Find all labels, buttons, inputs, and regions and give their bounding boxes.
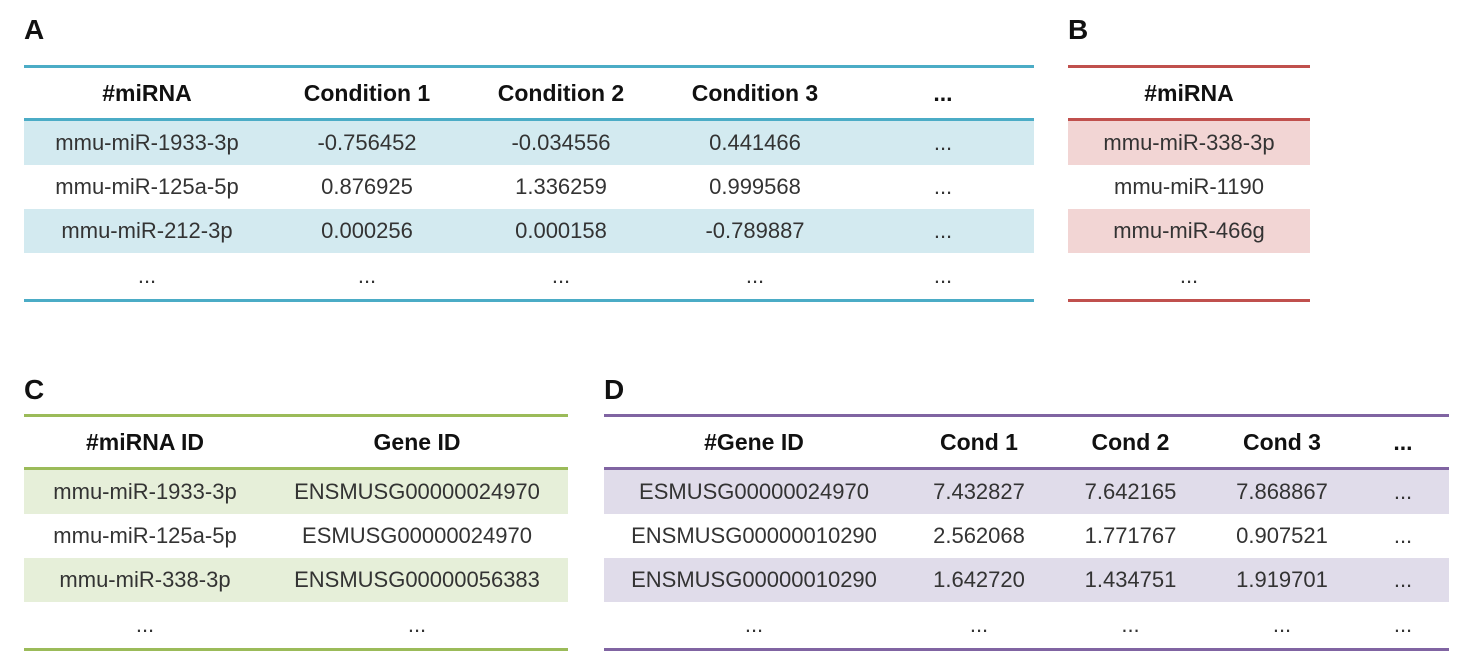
column-header: #Gene ID: [704, 428, 804, 455]
table-cell: -0.789887: [705, 218, 805, 243]
table-cell: 1.771767: [1084, 523, 1177, 548]
table-cell: ...: [1272, 612, 1292, 637]
table-cell: 1.336259: [515, 174, 607, 199]
column-header: Condition 3: [691, 79, 819, 106]
column-header: Cond 3: [1243, 428, 1321, 455]
table-row: mmu-miR-338-3p ENSMUSG00000056383: [24, 558, 568, 602]
table-cell: -0.034556: [511, 130, 611, 155]
table-row: mmu-miR-125a-5p 0.876925 1.336259 0.999568.…: [24, 165, 1034, 209]
panel-c-label: C: [24, 374, 45, 405]
mirna-expression-table: #miRNA Condition 1 Condition 2 Condition 3.…: [24, 65, 1034, 302]
column-header: ...: [1393, 428, 1413, 455]
table-cell: 2.562068: [933, 523, 1025, 548]
table-cell: 7.432827: [933, 479, 1025, 504]
header-row: #miRNA Condition 1 Condition 2 Condition 3.…: [24, 67, 1034, 120]
table-cell: ESMUSG00000024970: [639, 479, 869, 504]
table-row: mmu-miR-338-3p: [1068, 119, 1310, 165]
table-cell: ...: [1393, 479, 1413, 504]
table-cell: ESMUSG00000024970: [302, 523, 532, 548]
table-cell: 0.907521: [1236, 523, 1328, 548]
table-cell: ...: [745, 263, 765, 288]
gene-expression-table: #Gene ID Cond 1 Cond 2 Cond 3... ESMUSG0000…: [604, 414, 1449, 651]
header-row: #Gene ID Cond 1 Cond 2 Cond 3...: [604, 416, 1449, 469]
column-header: Condition 2: [497, 79, 625, 106]
table-row: ...: [1068, 253, 1310, 301]
header-row: #miRNA ID Gene ID: [24, 416, 568, 469]
table-cell: 0.999568: [709, 174, 801, 199]
mirna-gene-target-table: #miRNA ID Gene ID mmu-miR-1933-3p ENSMUSG0…: [24, 414, 568, 651]
column-header: Cond 1: [940, 428, 1018, 455]
table-row: ENSMUSG00000010290 2.562068 1.771767 0.9075…: [604, 514, 1449, 558]
table-cell: ...: [969, 612, 989, 637]
panel-b-label: B: [1068, 14, 1089, 45]
table-cell: 0.876925: [321, 174, 413, 199]
table-cell: 1.919701: [1236, 567, 1328, 592]
table-cell: ...: [1121, 612, 1140, 637]
table-cell: ...: [1393, 612, 1413, 637]
table-cell: mmu-miR-125a-5p: [55, 174, 239, 199]
table-cell: ...: [1393, 567, 1413, 592]
table-cell: ...: [933, 130, 953, 155]
column-header: Gene ID: [373, 428, 461, 455]
table-cell: ENSMUSG00000056383: [294, 567, 540, 592]
table-cell: ...: [933, 263, 953, 288]
table-cell: 0.000256: [321, 218, 413, 243]
table-cell: mmu-miR-1190: [1114, 174, 1264, 199]
table-cell: ...: [551, 263, 571, 288]
table-row: ......: [24, 602, 568, 650]
column-header: #miRNA: [102, 79, 192, 106]
table-cell: ...: [407, 612, 427, 637]
column-header: Condition 1: [303, 79, 431, 106]
table-cell: ...: [137, 263, 157, 288]
table-cell: mmu-miR-338-3p: [59, 567, 231, 592]
table-cell: mmu-miR-338-3p: [1103, 130, 1275, 155]
table-cell: ...: [933, 218, 953, 243]
table-row: mmu-miR-1933-3p -0.756452 -0.034556 0.44146…: [24, 119, 1034, 165]
table-cell: ...: [1393, 523, 1413, 548]
table-cell: ENSMUSG00000010290: [631, 567, 877, 592]
table-cell: -0.756452: [317, 130, 417, 155]
table-row: mmu-miR-212-3p 0.000256 0.000158 -0.789887.…: [24, 209, 1034, 253]
panel-d-label: D: [604, 374, 625, 405]
table-cell: ...: [933, 174, 953, 199]
column-header: #miRNA ID: [86, 428, 204, 455]
table-row: mmu-miR-125a-5p ESMUSG00000024970: [24, 514, 568, 558]
table-cell: ENSMUSG00000010290: [631, 523, 877, 548]
header-row: #miRNA: [1068, 67, 1310, 120]
column-header: Cond 2: [1091, 428, 1170, 455]
table-cell: ...: [135, 612, 155, 637]
table-cell: ENSMUSG00000024970: [294, 479, 540, 504]
table-row: ...............: [24, 253, 1034, 301]
table-row: ...............: [604, 602, 1449, 650]
table-row: ENSMUSG00000010290 1.642720 1.434751 1.9197…: [604, 558, 1449, 602]
table-cell: mmu-miR-125a-5p: [53, 523, 237, 548]
table-cell: 7.868867: [1236, 479, 1328, 504]
table-cell: 0.000158: [515, 218, 607, 243]
panel-a-label: A: [24, 14, 45, 45]
table-cell: ...: [357, 263, 377, 288]
table-cell: mmu-miR-466g: [1113, 218, 1265, 243]
column-header: #miRNA: [1144, 79, 1234, 106]
table-cell: mmu-miR-1933-3p: [53, 479, 237, 504]
table-cell: 7.642165: [1084, 479, 1177, 504]
table-cell: mmu-miR-212-3p: [61, 218, 233, 243]
table-cell: mmu-miR-1933-3p: [55, 130, 239, 155]
table-cell: 1.434751: [1084, 567, 1177, 592]
table-row: mmu-miR-1933-3p ENSMUSG00000024970: [24, 468, 568, 514]
mirna-list-table: #miRNA mmu-miR-338-3p mmu-miR-1190 mmu-miR…: [1068, 65, 1310, 302]
table-cell: 0.441466: [709, 130, 801, 155]
table-row: mmu-miR-1190: [1068, 165, 1310, 209]
table-cell: ...: [1179, 263, 1199, 288]
table-cell: 1.642720: [933, 567, 1025, 592]
table-cell: ...: [744, 612, 764, 637]
table-row: mmu-miR-466g: [1068, 209, 1310, 253]
column-header: ...: [933, 79, 953, 106]
table-row: ESMUSG00000024970 7.432827 7.642165 7.86886…: [604, 468, 1449, 514]
